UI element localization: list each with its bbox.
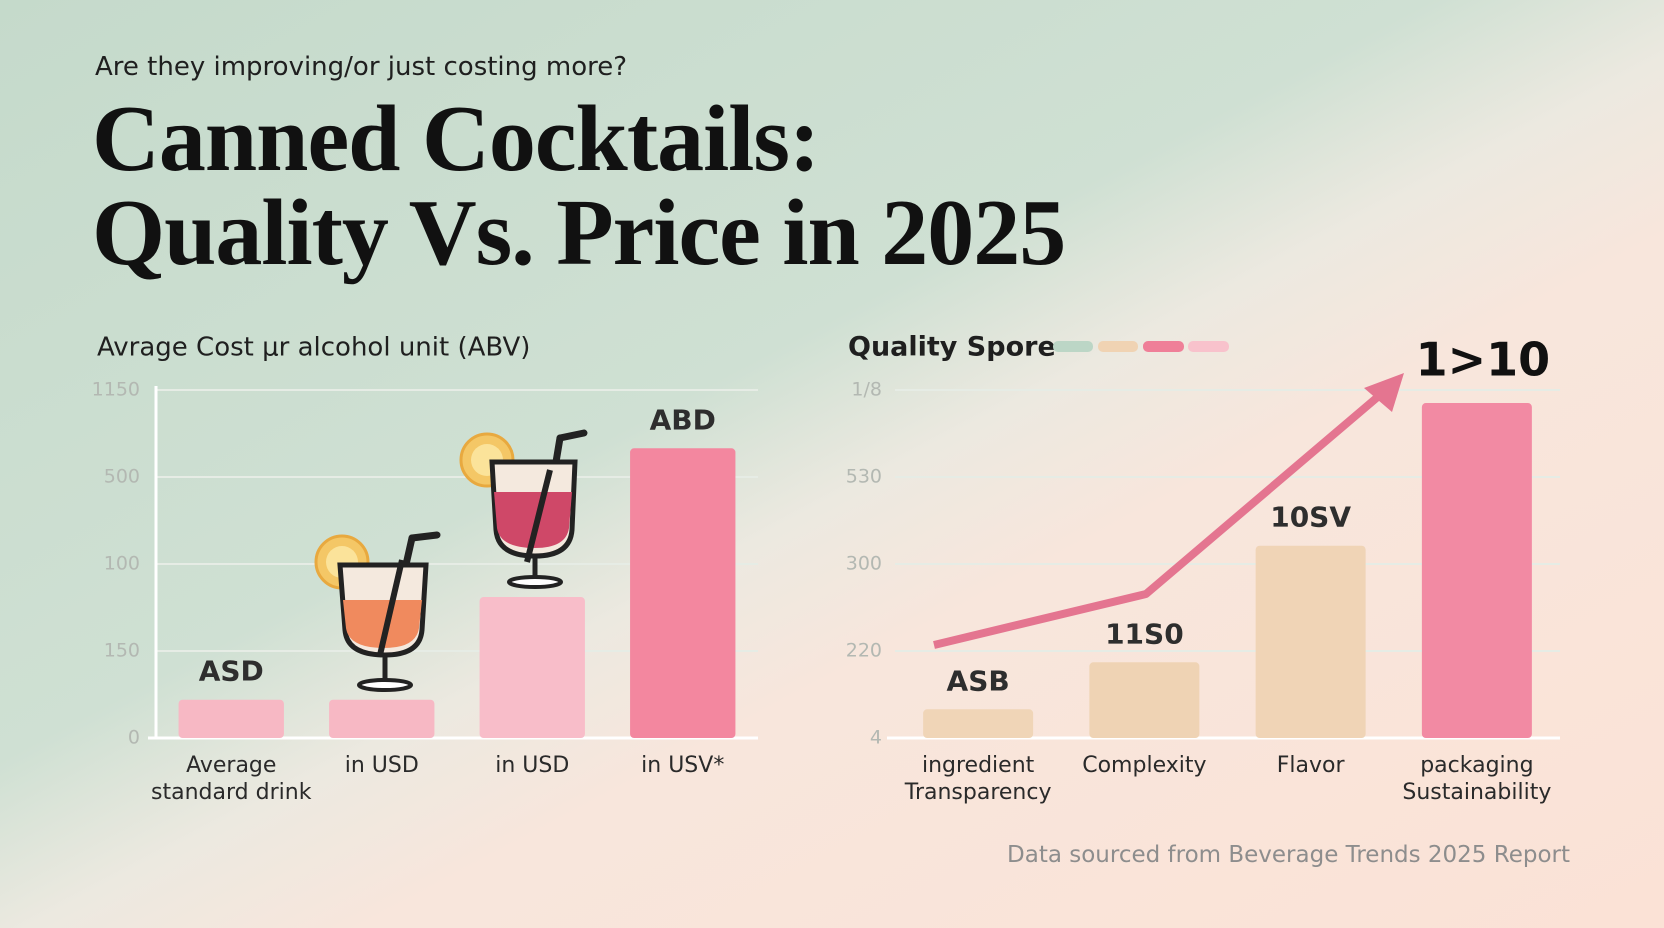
y-tick-label: 300 bbox=[846, 553, 882, 575]
bar-label: ASB bbox=[947, 664, 1010, 697]
y-tick-label: 1/8 bbox=[851, 379, 882, 401]
chart-title: Avrage Cost μr alcohol unit (ABV) bbox=[97, 333, 530, 363]
legend-swatches bbox=[1053, 341, 1229, 352]
bar bbox=[479, 597, 585, 738]
y-tick-label: 150 bbox=[104, 640, 140, 662]
bar bbox=[1255, 545, 1366, 738]
bar-label: 10SV bbox=[1270, 501, 1351, 534]
x-tick-label: packaging Sustainability bbox=[1402, 753, 1552, 805]
x-tick-label: Complexity bbox=[1082, 753, 1207, 778]
footer: Data sourced from Beverage Trends 2025 R… bbox=[1007, 842, 1570, 868]
bar bbox=[329, 699, 435, 738]
y-tick-label: 530 bbox=[846, 466, 882, 488]
y-tick-label: 0 bbox=[128, 727, 140, 749]
glass-icon bbox=[314, 531, 441, 692]
x-tick-label: in USD bbox=[344, 753, 419, 778]
x-tick-label: ingredient Transparency bbox=[904, 753, 1052, 805]
bar-label: 1>10 bbox=[1416, 333, 1551, 387]
x-tick-label: in USV* bbox=[641, 753, 725, 778]
trend-arrow bbox=[933, 373, 1404, 649]
bar-label: ASD bbox=[199, 655, 264, 688]
x-tick-label: in USD bbox=[495, 753, 570, 778]
bar bbox=[1089, 662, 1200, 738]
y-tick-label: 100 bbox=[104, 553, 140, 575]
bar bbox=[630, 448, 736, 738]
bar bbox=[1421, 403, 1532, 738]
y-tick-label: 1150 bbox=[92, 379, 140, 401]
bar-label: 11S0 bbox=[1105, 617, 1184, 650]
y-tick-label: 4 bbox=[870, 727, 882, 749]
bar-label: ABD bbox=[650, 403, 716, 436]
glass-icon bbox=[459, 429, 588, 589]
bar bbox=[923, 709, 1034, 738]
subtitle: Are they improving/or just costing more? bbox=[95, 52, 628, 82]
bar bbox=[178, 699, 284, 738]
x-tick-label: Flavor bbox=[1276, 753, 1345, 778]
y-tick-label: 500 bbox=[104, 466, 140, 488]
y-tick-label: 220 bbox=[846, 640, 882, 662]
x-tick-label: Average standard drink bbox=[151, 753, 312, 805]
chart-title: Quality Spore bbox=[848, 332, 1056, 363]
title: Canned Cocktails: Quality Vs. Price in 2… bbox=[92, 87, 1066, 285]
